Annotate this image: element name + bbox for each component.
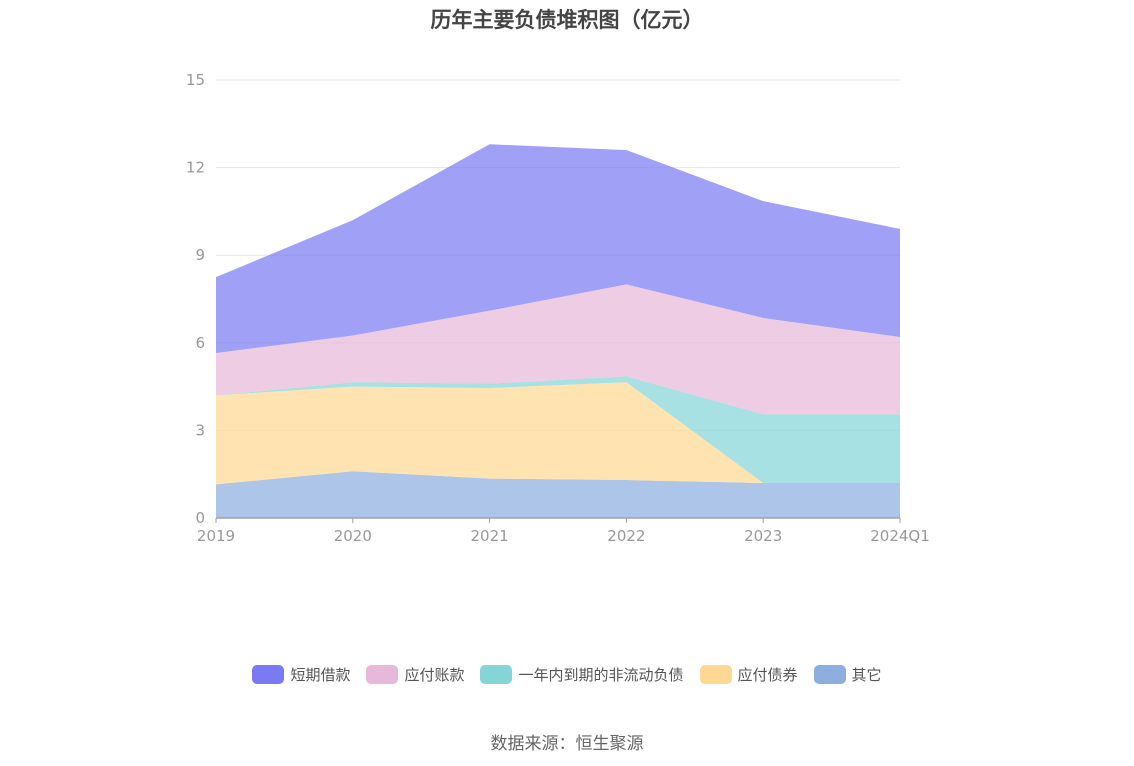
legend-item-short-term-loans[interactable]: 短期借款 bbox=[252, 664, 350, 685]
legend-item-current-noncurrent-liabilities[interactable]: 一年内到期的非流动负债 bbox=[480, 664, 684, 685]
chart-title: 历年主要负债堆积图（亿元） bbox=[430, 8, 704, 32]
y-tick-label: 15 bbox=[186, 71, 205, 89]
legend-swatch bbox=[480, 665, 513, 684]
y-tick-label: 6 bbox=[195, 334, 205, 352]
legend-item-accounts-payable[interactable]: 应付账款 bbox=[366, 664, 464, 685]
x-tick-label: 2023 bbox=[744, 527, 782, 545]
legend-swatch bbox=[699, 665, 732, 684]
legend: 短期借款 应付账款 一年内到期的非流动负债 应付债券 其它 bbox=[0, 664, 1134, 685]
x-tick-label: 2022 bbox=[607, 527, 645, 545]
x-tick-label: 2021 bbox=[471, 527, 509, 545]
area-series-一年内到期的非流动负债[interactable] bbox=[216, 376, 900, 483]
legend-swatch bbox=[813, 665, 846, 684]
y-tick-label: 12 bbox=[186, 159, 205, 177]
legend-label: 短期借款 bbox=[290, 666, 351, 684]
area-series-应付账款[interactable] bbox=[216, 284, 900, 415]
legend-label: 其它 bbox=[851, 666, 882, 684]
legend-swatch bbox=[366, 665, 399, 684]
legend-label: 应付债券 bbox=[737, 666, 798, 684]
area-series-短期借款[interactable] bbox=[216, 144, 900, 354]
area-series-应付债券[interactable] bbox=[216, 382, 900, 485]
legend-item-bonds-payable[interactable]: 应付债券 bbox=[699, 664, 798, 685]
data-source-note: 数据来源：恒生聚源 bbox=[490, 734, 644, 754]
x-tick-label: 2020 bbox=[334, 527, 372, 545]
x-tick-label: 2019 bbox=[197, 527, 235, 545]
y-tick-label: 3 bbox=[195, 421, 205, 439]
x-tick-label: 2024Q1 bbox=[870, 527, 930, 545]
legend-item-other[interactable]: 其它 bbox=[813, 664, 882, 685]
y-tick-label: 0 bbox=[195, 509, 205, 527]
area-series-其它[interactable] bbox=[216, 471, 900, 518]
legend-label: 应付账款 bbox=[404, 666, 465, 684]
y-tick-label: 9 bbox=[195, 246, 205, 264]
legend-label: 一年内到期的非流动负债 bbox=[518, 666, 684, 684]
legend-swatch bbox=[252, 665, 285, 684]
